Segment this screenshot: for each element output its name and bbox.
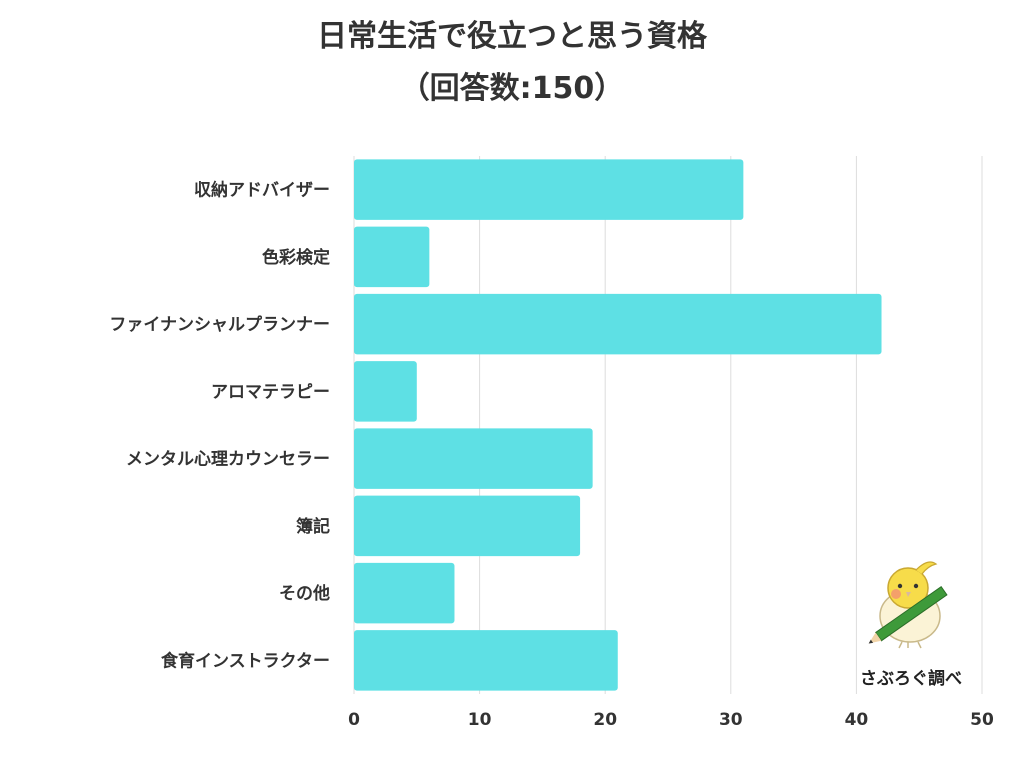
category-label: 収納アドバイザー (194, 180, 330, 201)
category-label: メンタル心理カウンセラー (126, 450, 330, 470)
bar (354, 495, 581, 557)
x-tick-label: 40 (845, 710, 869, 730)
x-tick-label: 10 (468, 710, 492, 730)
bar (354, 159, 744, 220)
chart-title: 日常生活で役立つと思う資格 (317, 19, 707, 54)
x-tick-label: 50 (970, 710, 994, 730)
bird-with-pencil-icon (868, 561, 948, 649)
category-label: 色彩検定 (262, 247, 330, 268)
x-tick-label: 30 (719, 710, 743, 730)
bar (354, 562, 455, 624)
x-tick-label: 0 (348, 710, 360, 730)
bar (354, 293, 882, 355)
chart-subtitle: （回答数:150） (399, 71, 625, 106)
x-tick-label: 20 (593, 710, 617, 730)
bar (354, 361, 417, 422)
bar (354, 630, 618, 691)
bar (354, 428, 593, 489)
category-label: 食育インストラクター (161, 650, 330, 671)
source-credit: さぶろぐ調べ (860, 669, 962, 689)
category-label: 簿記 (296, 516, 330, 537)
bar (354, 226, 430, 288)
category-label: ファイナンシャルプランナー (109, 314, 330, 335)
category-label: アロマテラピー (211, 382, 330, 402)
category-label: その他 (279, 583, 330, 604)
